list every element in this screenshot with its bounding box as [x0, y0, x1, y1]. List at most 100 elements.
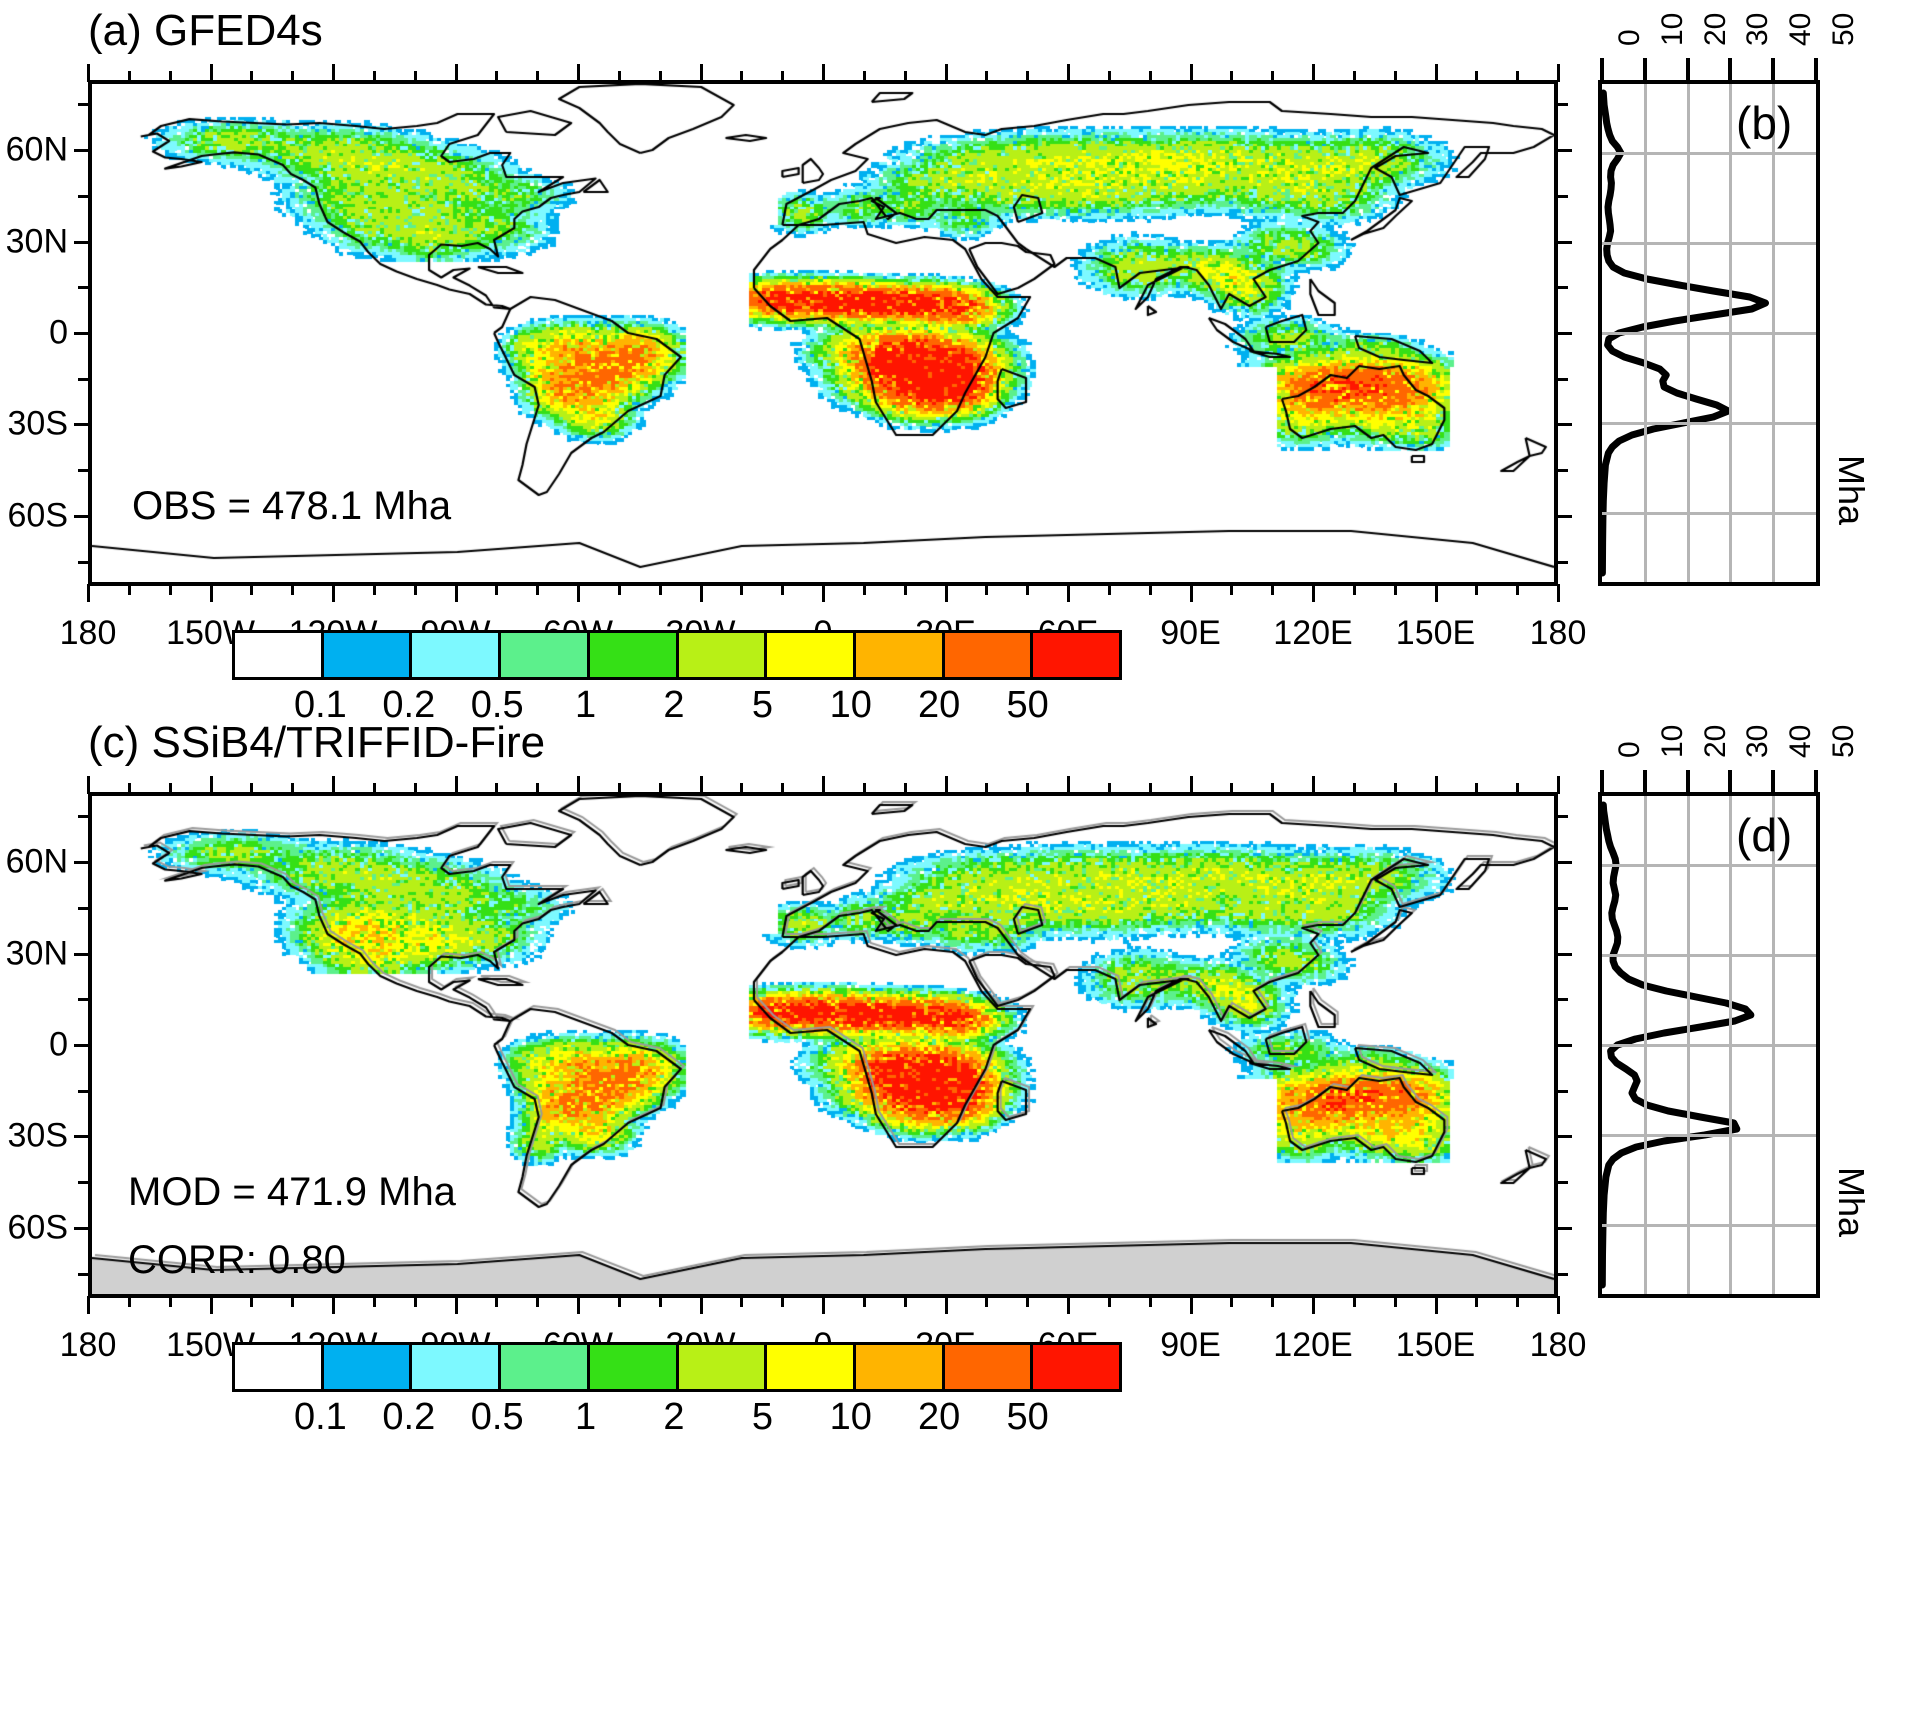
colorbar-c-swatch-9 [1033, 1345, 1120, 1389]
map-c-lon-topminortick-130 [1352, 783, 1356, 794]
panel-c-corr-annotation: CORR: 0.80 [128, 1238, 346, 1282]
map-c-lat-rightminortick-45 [1556, 906, 1568, 910]
map-c-lat-righttick-60N [1556, 861, 1572, 865]
zonal-d-axis-label: Mha [1831, 1167, 1872, 1238]
colorbar-c-swatch-0 [235, 1345, 324, 1389]
map-a-lat-label-30S: 30S [7, 404, 69, 443]
map-a-lon-toptick-180 [1557, 64, 1560, 82]
map-c-lon-topminortick--160 [168, 783, 172, 794]
colorbar-c-swatch-3 [501, 1345, 590, 1389]
map-a-lon-tick-90 [1189, 584, 1193, 602]
map-c-lat-rightminortick-15 [1556, 998, 1568, 1002]
map-a-lon-topminortick--80 [495, 71, 499, 82]
map-a-lon-tick-120 [1312, 584, 1315, 602]
map-a-lon-topminortick-20 [903, 71, 907, 82]
map-a-lon-minortick--50 [617, 584, 621, 595]
map-a-lon-toptick-90 [1189, 64, 1193, 82]
map-c-lat-label-30N: 30N [5, 934, 68, 973]
map-c-lat-label-60N: 60N [5, 842, 68, 881]
zonal-d-xtick-label-10: 10 [1655, 724, 1689, 758]
panel-b-letter: (b) [1736, 97, 1793, 149]
colorbar-a-swatch-1 [323, 633, 413, 677]
map-a-lat-righttick-60N [1556, 149, 1572, 153]
map-a-lat-rightminortick-15 [1556, 286, 1568, 290]
zonal-b-xtick-label-40: 40 [1784, 12, 1818, 46]
zonal-d-xtick-label-40: 40 [1784, 724, 1818, 758]
map-a-lat-rightminortick-75 [1556, 103, 1568, 107]
map-a-lon-minortick--160 [168, 584, 172, 595]
zonal-b-axis-label: Mha [1831, 455, 1872, 526]
colorbar-a-tick-10: 10 [829, 684, 872, 726]
map-a-canvas [92, 84, 1554, 582]
zonal-d-xtick-20 [1685, 770, 1690, 792]
map-c-lon-topminortick-10 [862, 783, 866, 794]
map-a-lon-tick-60 [1067, 584, 1070, 602]
colorbar-c-swatch-8 [944, 1345, 1034, 1389]
panel-c-title: (c) SSiB4/TRIFFID-Fire [88, 718, 546, 767]
zonal-b-xtick-20 [1685, 58, 1690, 80]
map-c-lon-minortick--130 [291, 1296, 295, 1307]
map-c-lon-minortick--170 [127, 1296, 131, 1307]
map-a-lon-topminortick--130 [291, 71, 295, 82]
map-c-lon-toptick--180 [87, 776, 90, 794]
map-c-lat-tick-30S [74, 1135, 90, 1139]
map-a-lat-tick-0 [74, 332, 90, 335]
map-c-lon-minortick--70 [536, 1296, 540, 1307]
panel-a-obs-annotation: OBS = 478.1 Mha [132, 484, 452, 528]
map-c-lon-topminortick--110 [372, 783, 376, 794]
map-c-lon-minortick-110 [1271, 1296, 1275, 1307]
map-a-lon-toptick--150 [209, 64, 213, 82]
map-a-lon-minortick-160 [1475, 584, 1479, 595]
map-c-lon-toptick-30 [944, 776, 948, 794]
colorbar-a-tick-0.2: 0.2 [382, 684, 436, 726]
map-c-lon-minortick-10 [862, 1296, 866, 1307]
colorbar-c-swatch-6 [767, 1345, 856, 1389]
colorbar-c-tick-10: 10 [829, 1396, 872, 1438]
colorbar-a-swatch-9 [1033, 633, 1120, 677]
map-a-lon-minortick--110 [372, 584, 376, 595]
map-a-lon-topminortick--50 [617, 71, 621, 82]
map-a-lon-tick-150 [1434, 584, 1438, 602]
colorbar-c-tick-2: 2 [663, 1396, 685, 1438]
map-a-lon-toptick-30 [944, 64, 948, 82]
colorbar-a-swatch-3 [501, 633, 590, 677]
map-c-lon-minortick-80 [1148, 1296, 1152, 1307]
map-c-lon-topminortick--20 [740, 783, 744, 794]
map-a-lon-toptick-0 [822, 64, 825, 82]
zonal-b-xtick-label-30: 30 [1741, 12, 1775, 46]
map-a-lon-minortick-130 [1352, 584, 1356, 595]
colorbar-c-swatch-2 [412, 1345, 502, 1389]
map-c-lon-toptick--60 [577, 776, 580, 794]
map-c-lon-tick-90 [1189, 1296, 1193, 1314]
colorbar-a-swatch-0 [235, 633, 324, 677]
map-a-lon-topminortick-110 [1271, 71, 1275, 82]
map-c-lon-minortick--50 [617, 1296, 621, 1307]
map-a-lat-rightminortick--15 [1556, 377, 1568, 381]
map-c-lon-toptick-0 [822, 776, 825, 794]
map-c-lat-rightminortick--45 [1556, 1181, 1568, 1185]
zonal-d-gridline-y-0 [1602, 1044, 1816, 1047]
map-a-lat-righttick-30N [1556, 240, 1572, 244]
map-a-lon-minortick--130 [291, 584, 295, 595]
map-a-lat-righttick-30S [1556, 423, 1572, 427]
zonal-b-xtick-label-0: 0 [1613, 29, 1646, 46]
map-a-lon-label-150E-150: 150E [1395, 614, 1476, 652]
map-c-lon-toptick--30 [699, 776, 703, 794]
zonal-b-gridline-y-60 [1602, 152, 1816, 155]
map-a-lon-toptick-150 [1434, 64, 1438, 82]
map-a-lat-tick-60N [74, 149, 90, 153]
colorbar-a-tick-20: 20 [918, 684, 961, 726]
map-c-lon-topminortick--40 [658, 783, 662, 794]
zonal-d-xtick-label-0: 0 [1613, 741, 1646, 758]
map-a-lat-righttick-60S [1556, 514, 1572, 518]
map-a-lat-rightminortick-45 [1556, 194, 1568, 198]
map-c-lon-minortick--80 [495, 1296, 499, 1307]
map-a-lon-topminortick-50 [1026, 71, 1030, 82]
map-c-lon-topminortick-100 [1230, 783, 1234, 794]
colorbar-c-strip [232, 1342, 1122, 1392]
map-c-lon-minortick--10 [781, 1296, 785, 1307]
map-a-lat-tick-60S [74, 514, 90, 518]
map-a-lon-toptick-120 [1312, 64, 1315, 82]
map-c-lat-label-0: 0 [49, 1025, 68, 1064]
panel-c-mod-annotation: MOD = 471.9 Mha [128, 1170, 456, 1214]
